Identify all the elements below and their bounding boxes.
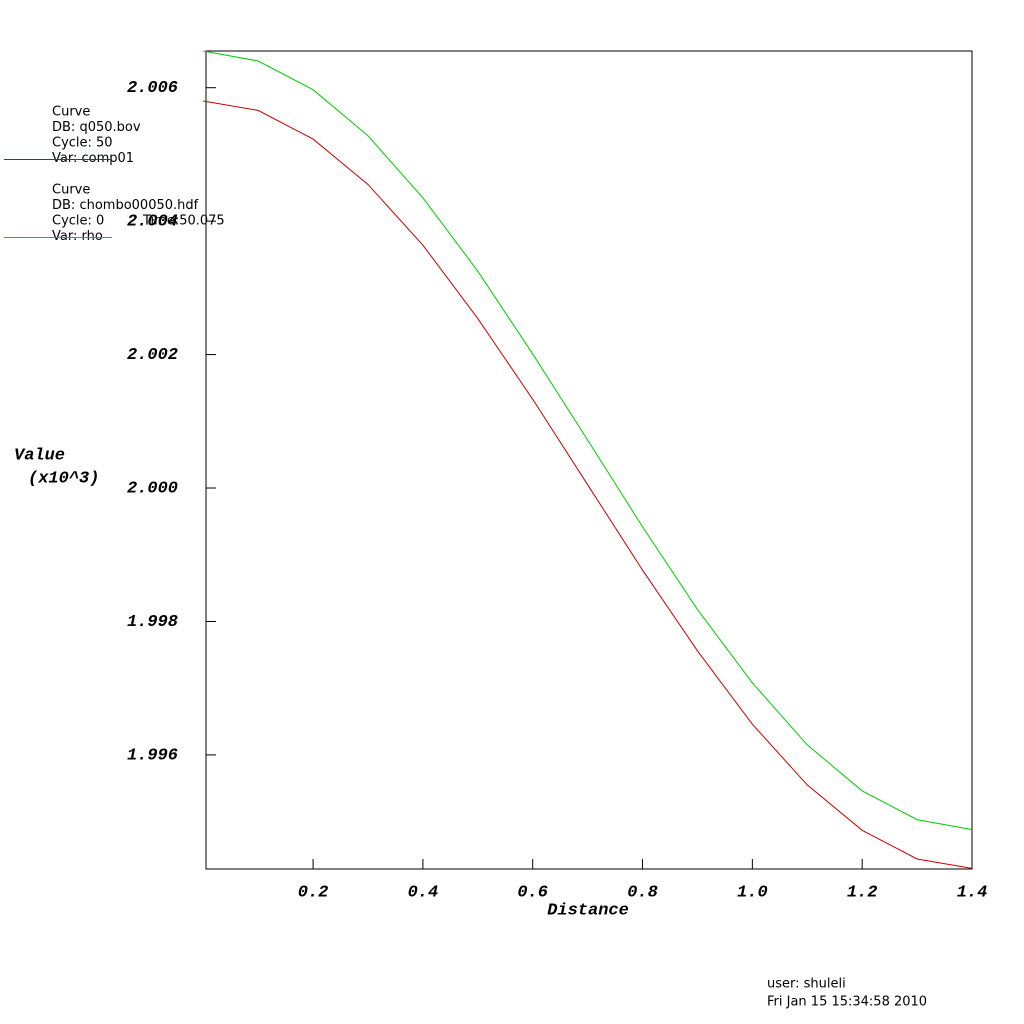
x-tick-label: 1.4 [957, 883, 988, 902]
y-tick-label: 1.996 [127, 746, 178, 765]
legend-text: Cycle: 50 [52, 136, 113, 151]
legend-text: Curve [52, 183, 90, 198]
legend-text: Cycle: 0 [52, 214, 104, 229]
legend-time: Time:50.075 [142, 214, 225, 229]
y-axis-unit: (x10^3) [28, 469, 99, 488]
plot-frame [205, 50, 973, 870]
user-label: user: shuleli [767, 977, 846, 992]
date-label: Fri Jan 15 15:34:58 2010 [767, 995, 927, 1010]
x-tick-label: 0.4 [408, 883, 439, 902]
y-tick-label: 1.998 [127, 613, 178, 632]
legend-text: DB: chombo00050.hdf [52, 198, 199, 213]
legend-text: Var: rho [52, 229, 103, 244]
x-tick-label: 0.8 [627, 883, 658, 902]
x-tick-label: 0.2 [298, 883, 329, 902]
y-tick-label: 2.006 [127, 79, 178, 98]
curve [203, 100, 973, 869]
curve [203, 50, 973, 831]
y-axis-title: Value [14, 446, 65, 465]
x-axis-title: Distance [547, 901, 629, 920]
legend-text: Var: comp01 [52, 151, 134, 166]
y-tick-label: 2.000 [127, 480, 178, 499]
x-tick-label: 0.6 [517, 883, 548, 902]
x-tick-label: 1.0 [737, 883, 768, 902]
y-tick-label: 2.004 [127, 213, 178, 232]
legend-text: DB: q050.bov [52, 120, 141, 135]
legend-text: Curve [52, 105, 90, 120]
x-tick-label: 1.2 [847, 883, 878, 902]
y-tick-label: 2.002 [127, 346, 178, 365]
